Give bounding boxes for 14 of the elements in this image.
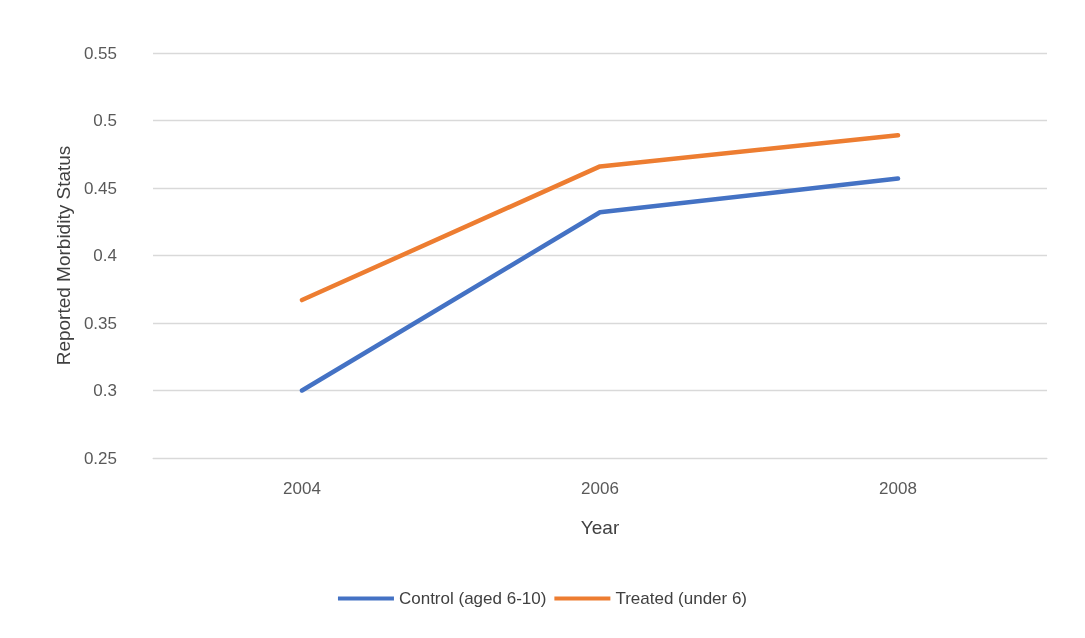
legend-label: Control (aged 6-10) [398,589,547,608]
y-tick-label: 0.4 [93,246,117,265]
y-tick-label: 0.55 [83,43,117,63]
y-tick-label: 0.3 [93,381,117,400]
y-tick-label: 0.25 [83,448,117,468]
y-tick-label: 0.5 [93,111,117,130]
x-tick-label: 2008 [879,479,917,498]
x-tick-label: 2006 [581,479,619,498]
y-tick-label: 0.45 [83,178,117,198]
y-tick-label: 0.35 [83,313,117,333]
y-axis-title: Reported Morbidity Status [53,145,74,366]
x-axis-title: Year [580,517,620,538]
legend-label: Treated (under 6) [615,589,748,608]
x-tick-label: 2004 [283,479,321,498]
